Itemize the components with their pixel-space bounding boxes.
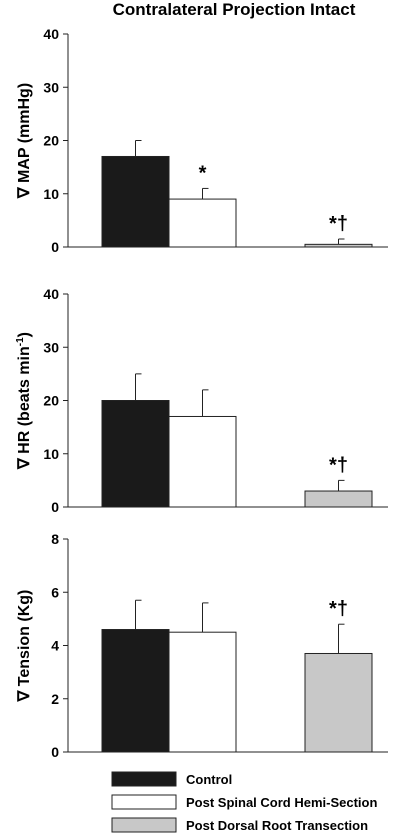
bar bbox=[304, 652, 373, 753]
bar bbox=[168, 415, 237, 508]
y-tick-label: 8 bbox=[51, 531, 59, 547]
bar bbox=[101, 155, 170, 248]
y-tick-label: 30 bbox=[43, 79, 59, 95]
bar bbox=[304, 490, 373, 508]
panel-2: 0 10 20 30 40 ∇ HR (beats min-1) *† bbox=[15, 286, 388, 515]
bar bbox=[304, 243, 373, 248]
y-axis-label: ∇ Tension (Kg) bbox=[16, 590, 33, 703]
significance-marker: *† bbox=[329, 454, 348, 476]
legend-label: Post Spinal Cord Hemi-Section bbox=[186, 795, 377, 810]
bar bbox=[168, 631, 237, 753]
bar bbox=[101, 629, 170, 753]
y-tick-label: 2 bbox=[51, 691, 59, 707]
y-axis-label: ∇ MAP (mmHg) bbox=[16, 83, 33, 199]
bar bbox=[168, 198, 237, 248]
significance-marker: * bbox=[199, 162, 207, 184]
y-tick-label: 20 bbox=[43, 393, 59, 409]
legend: Control Post Spinal Cord Hemi-Section Post… bbox=[111, 771, 377, 833]
y-tick-label: 0 bbox=[51, 744, 59, 760]
y-axis-label: ∇ HR (beats min-1) bbox=[15, 332, 33, 470]
significance-marker: *† bbox=[329, 598, 348, 620]
legend-label: Post Dorsal Root Transection bbox=[186, 818, 368, 833]
legend-swatch bbox=[111, 771, 177, 787]
y-tick-label: 40 bbox=[43, 286, 59, 302]
y-tick-label: 10 bbox=[43, 446, 59, 462]
significance-marker: *† bbox=[329, 213, 348, 235]
legend-swatch bbox=[111, 794, 177, 810]
y-tick-label: 10 bbox=[43, 186, 59, 202]
y-tick-label: 20 bbox=[43, 133, 59, 149]
y-tick-label: 4 bbox=[51, 638, 59, 654]
bar bbox=[101, 400, 170, 508]
panel-3: 0 2 4 6 8 ∇ Tension (Kg) *† bbox=[16, 531, 388, 760]
y-tick-label: 30 bbox=[43, 339, 59, 355]
y-tick-label: 0 bbox=[51, 239, 59, 255]
legend-swatch bbox=[111, 817, 177, 833]
legend-label: Control bbox=[186, 772, 232, 787]
y-tick-label: 6 bbox=[51, 584, 59, 600]
y-tick-label: 40 bbox=[43, 26, 59, 42]
y-tick-label: 0 bbox=[51, 499, 59, 515]
panel-1: 0 10 20 30 40 ∇ MAP (mmHg) * *† bbox=[16, 26, 388, 255]
chart-title: Contralateral Projection Intact bbox=[113, 0, 356, 19]
